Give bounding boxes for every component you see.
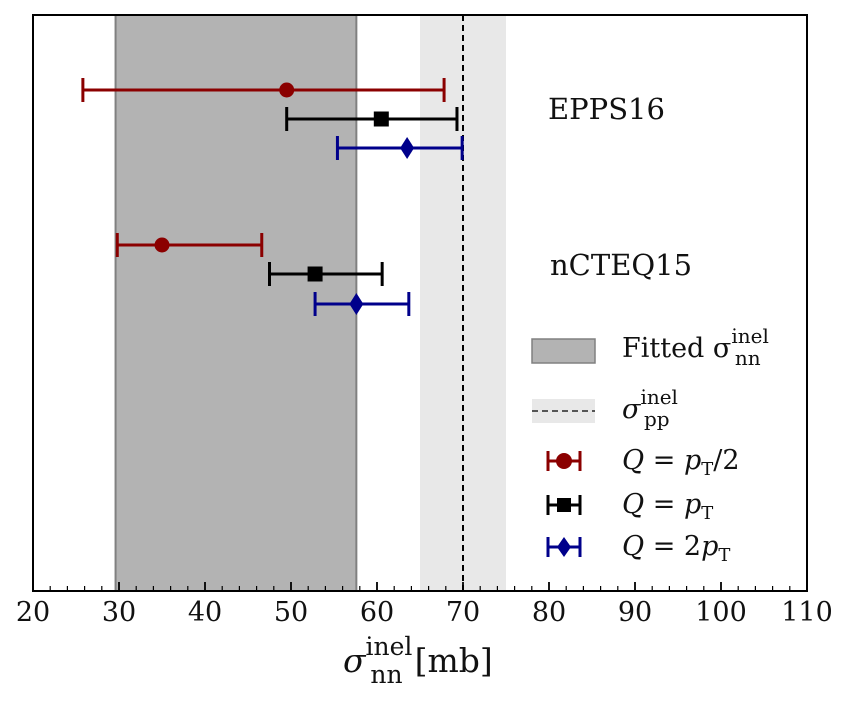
point-marker: [349, 293, 364, 315]
bands-layer: [114, 14, 506, 592]
legend-label-fitted: Fitted σinel nn: [622, 324, 769, 370]
x-tick-label: 60: [360, 597, 394, 628]
errorbar-epps16-1: [81, 78, 446, 102]
x-tick-label: 30: [102, 597, 136, 628]
group-label-epps16: EPPS16: [548, 92, 665, 126]
x-axis-title: σinel nn [mb]: [343, 632, 493, 689]
errorbar-ncteq15-2: [268, 262, 384, 286]
legend: Fitted σinel nn σinel pp Q = pT/2 Q = pT: [531, 324, 769, 566]
errorbar-ncteq15-3: [313, 292, 411, 316]
plot-frame: [32, 14, 808, 592]
legend-label-q-half: Q = pT/2: [622, 445, 740, 480]
point-marker: [400, 137, 415, 159]
point-marker: [154, 237, 170, 253]
errorbar-epps16-3: [335, 136, 464, 160]
x-tick-label: 70: [446, 597, 480, 628]
group-label-ncteq15: nCTEQ15: [550, 248, 692, 282]
legend-marker-q-half: [546, 451, 582, 471]
legend-marker-q-two: [546, 537, 582, 557]
point-marker: [279, 82, 295, 98]
x-tick-label: 50: [274, 597, 308, 628]
legend-swatch-fitted: [531, 338, 596, 364]
x-tick-label: 100: [695, 597, 747, 628]
legend-label-q-two: Q = 2pT: [622, 531, 730, 566]
x-tick-label: 80: [532, 597, 566, 628]
errorbar-epps16-2: [285, 107, 459, 131]
x-tick-label: 90: [618, 597, 652, 628]
points-layer: [81, 78, 464, 316]
x-tick-label: 40: [188, 597, 222, 628]
x-tick-label: 20: [16, 597, 50, 628]
point-marker: [307, 266, 323, 282]
point-marker: [373, 111, 389, 127]
legend-label-q-one: Q = pT: [622, 489, 713, 524]
legend-label-pp: σinel pp: [622, 385, 678, 431]
x-axis: 20 30 40 50 60 70 80 90 100 110: [16, 582, 833, 628]
x-tick-label: 110: [781, 597, 833, 628]
legend-marker-q-one: [546, 495, 582, 515]
errorbar-ncteq15-1: [115, 233, 264, 257]
pp-band: [420, 15, 506, 591]
